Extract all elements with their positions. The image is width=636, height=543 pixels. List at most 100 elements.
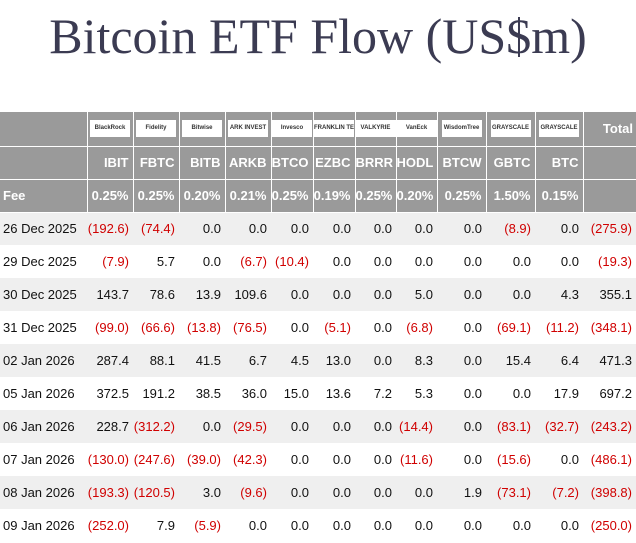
issuer-logo: FRANKLIN TEMPLETON — [314, 120, 354, 138]
flow-value: 191.2 — [142, 386, 175, 401]
table-body: BlackRock Fidelity Bitwise ARK INVEST Invesc… — [0, 112, 636, 542]
total-flow: (250.0) — [590, 518, 632, 533]
flow-value: (193.3) — [87, 476, 133, 509]
total-flow: 697.2 — [599, 386, 632, 401]
flow-value: 88.1 — [133, 344, 179, 377]
flow-table: BlackRock Fidelity Bitwise ARK INVEST Invesc… — [0, 112, 636, 542]
fee: 0.25% — [86, 179, 133, 213]
flow-value: (6.8) — [406, 320, 433, 335]
issuer-cell: Fidelity — [132, 112, 179, 147]
flow-value: (73.1) — [486, 476, 535, 509]
flow-value: 0.0 — [355, 476, 396, 509]
flow-value: 5.3 — [414, 386, 433, 401]
flow-value: 0.0 — [202, 254, 221, 269]
flow-value: (252.0) — [87, 518, 129, 533]
corner-cell — [0, 112, 87, 147]
flow-value: 0.0 — [332, 452, 351, 467]
issuer-cell: ARK INVEST — [224, 112, 271, 147]
total-header: Total — [582, 112, 636, 147]
issuer-cell: VanEck — [395, 112, 437, 147]
flow-value: 0.0 — [414, 254, 433, 269]
flow-value: (74.4) — [133, 212, 179, 245]
ticker: BITB — [178, 146, 225, 180]
flow-value: 0.0 — [373, 452, 392, 467]
flow-row: 30 Dec 2025 143.7 78.6 13.9 109.6 0.0 0.0 0.0 5.… — [0, 278, 636, 311]
flow-value: 0.0 — [437, 212, 486, 245]
flow-value: (32.7) — [535, 410, 583, 443]
flow-value: (13.8) — [187, 320, 221, 335]
flow-value: 0.0 — [290, 518, 309, 533]
ticker: BTC — [534, 146, 583, 180]
flow-value: 0.0 — [512, 386, 531, 401]
flow-value: 0.0 — [463, 452, 482, 467]
flow-value: 0.0 — [396, 476, 437, 509]
date: 29 Dec 2025 — [3, 254, 77, 269]
total-flow: (19.3) — [598, 254, 632, 269]
flow-value: (130.0) — [87, 452, 129, 467]
flow-value: 5.7 — [156, 254, 175, 269]
fee: 0.21% — [224, 179, 271, 213]
flow-value: 0.0 — [486, 278, 535, 311]
flow-value: 0.0 — [290, 452, 309, 467]
ticker: BTCW — [436, 146, 486, 180]
flow-value: 0.0 — [512, 254, 531, 269]
ticker: BTCO — [270, 146, 313, 180]
fee: 1.50% — [485, 179, 535, 213]
date: 05 Jan 2026 — [3, 386, 75, 401]
flow-value: (7.2) — [535, 476, 583, 509]
flow-value: 0.0 — [313, 212, 355, 245]
flow-value: (29.5) — [225, 410, 271, 443]
fee-row: Fee 0.25% 0.25% 0.20% 0.21% 0.25% 0.19% 0.25% 0.… — [0, 179, 636, 213]
issuer-logo: WisdomTree — [441, 120, 482, 138]
flow-row: 09 Jan 2026 (252.0) 7.9 (5.9) 0.0 0.0 0.0 0.0 0.… — [0, 509, 636, 542]
flow-value: 228.7 — [87, 410, 133, 443]
flow-value: (83.1) — [486, 410, 535, 443]
flow-value: 143.7 — [87, 278, 133, 311]
flow-value: (247.6) — [133, 452, 175, 467]
flow-row: 08 Jan 2026 (193.3) (120.5) 3.0 (9.6) 0.0 0.0 0… — [0, 476, 636, 509]
flow-value: 0.0 — [560, 452, 579, 467]
flow-value: 0.0 — [437, 344, 486, 377]
flow-value: (39.0) — [187, 452, 221, 467]
date: 26 Dec 2025 — [0, 212, 87, 245]
flow-value: 0.0 — [313, 278, 355, 311]
flow-value: 0.0 — [355, 212, 396, 245]
issuer-cell: GRAYSCALE — [485, 112, 535, 147]
total-flow: (348.1) — [590, 320, 632, 335]
page-title: Bitcoin ETF Flow (US$m) — [49, 8, 587, 64]
flow-value: (76.5) — [233, 320, 267, 335]
flow-value: (120.5) — [133, 476, 179, 509]
flow-value: 0.0 — [396, 212, 437, 245]
issuer-cell: FRANKLIN TEMPLETON — [312, 112, 355, 147]
flow-value: (66.6) — [141, 320, 175, 335]
flow-value: 0.0 — [463, 320, 482, 335]
total-blank — [582, 179, 636, 213]
fee: 0.20% — [178, 179, 225, 213]
date: 30 Dec 2025 — [0, 278, 87, 311]
total-flow: (275.9) — [583, 212, 636, 245]
flow-row: 06 Jan 2026 228.7 (312.2) 0.0 (29.5) 0.0 0.0 0.… — [0, 410, 636, 443]
ticker: IBIT — [86, 146, 133, 180]
issuer-cell: GRAYSCALE — [534, 112, 583, 147]
issuer-cell: VALKYRIE — [354, 112, 396, 147]
total-blank — [582, 146, 636, 180]
flow-value: (15.6) — [497, 452, 531, 467]
flow-value: 0.0 — [463, 386, 482, 401]
flow-value: 78.6 — [133, 278, 179, 311]
flow-value: 4.5 — [271, 344, 313, 377]
flow-value: 0.0 — [355, 410, 396, 443]
flow-value: 0.0 — [535, 212, 583, 245]
flow-value: 13.0 — [313, 344, 355, 377]
flow-value: 0.0 — [437, 410, 486, 443]
date: 09 Jan 2026 — [3, 518, 75, 533]
issuer-logo: Fidelity — [136, 120, 176, 138]
ticker-row: IBIT FBTC BITB ARKB BTCO EZBC BRRR HODL BTCW GBTC… — [0, 146, 636, 180]
flow-value: (11.2) — [546, 320, 579, 335]
flow-value: 6.7 — [225, 344, 271, 377]
flow-value: 0.0 — [463, 254, 482, 269]
flow-value: (69.1) — [497, 320, 531, 335]
ticker: FBTC — [132, 146, 179, 180]
fee: 0.25% — [132, 179, 179, 213]
flow-value: (312.2) — [133, 410, 179, 443]
